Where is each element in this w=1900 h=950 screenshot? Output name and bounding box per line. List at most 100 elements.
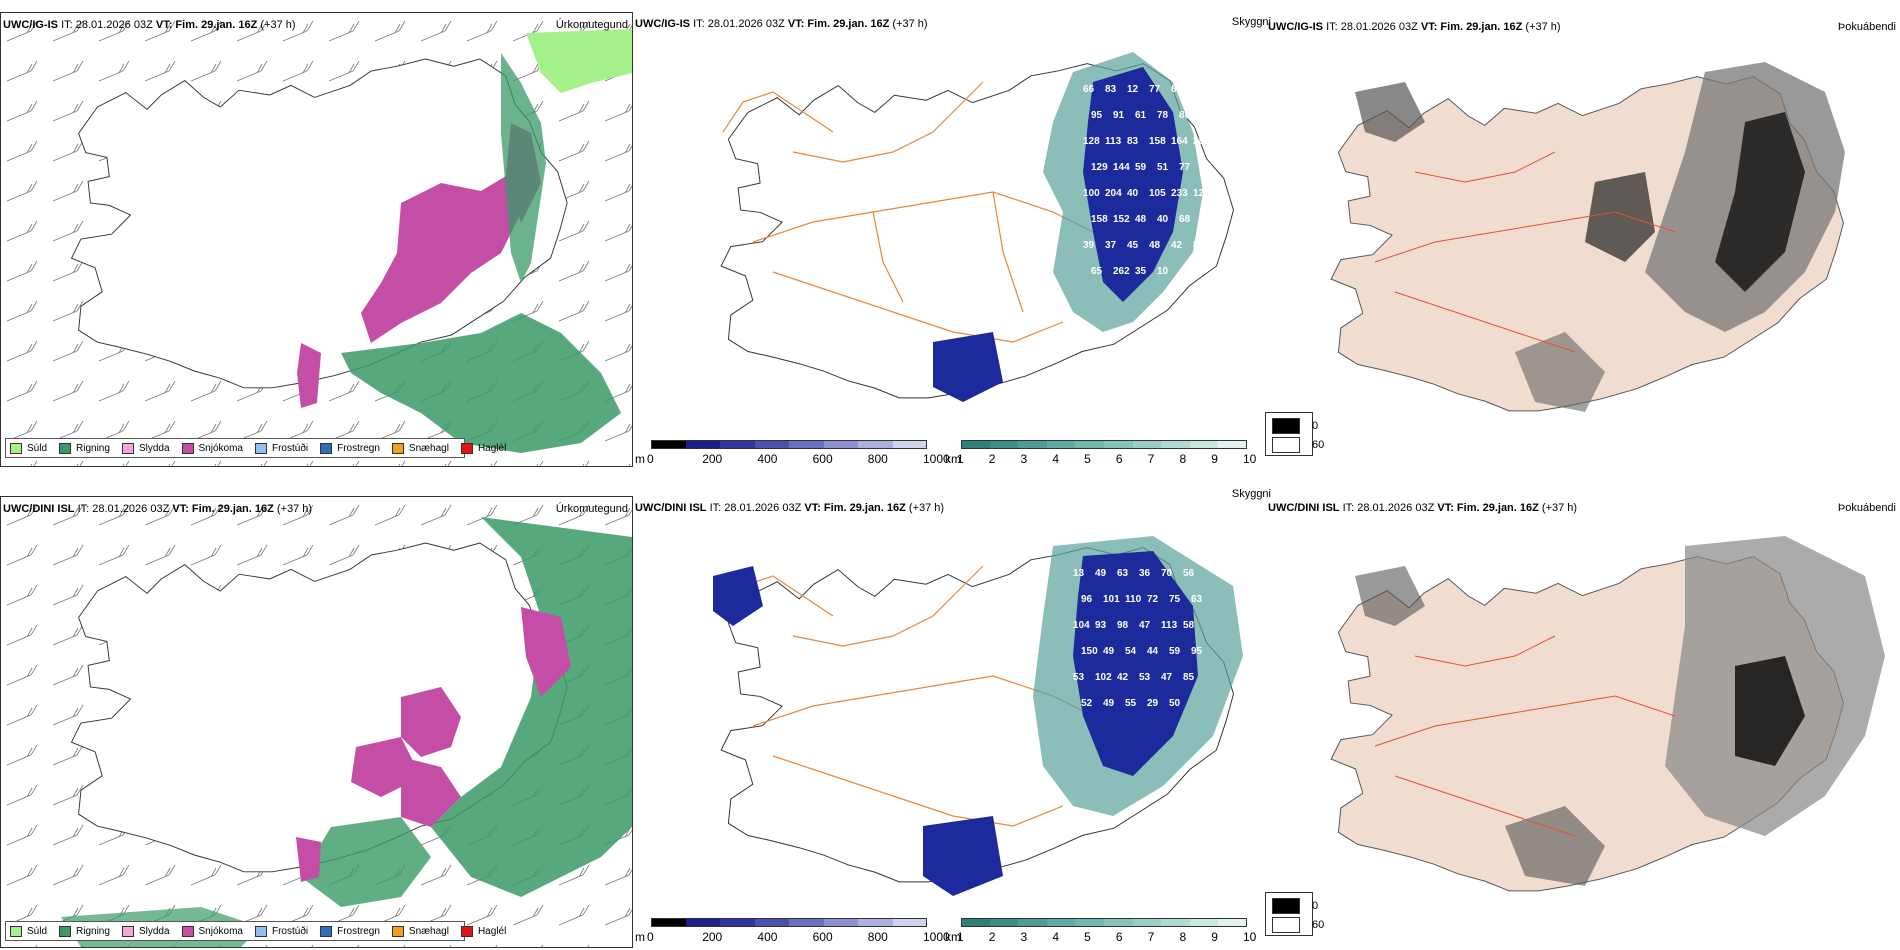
valid-time: Fim. 29.jan. 16Z (807, 18, 890, 30)
visibility-panel: 66 83 12 77 66 76 95 91 61 78 88 94 128 113 83 158 164 28… (633, 12, 1273, 467)
snow-depth-label: 102 (1095, 672, 1112, 683)
snow-depth-label: 152 (1113, 214, 1130, 225)
snow-depth-label: 72 (1147, 594, 1159, 605)
legend-item-rigning: Rigning (59, 442, 110, 454)
init-time: IT: 28.01.2026 03Z (77, 503, 170, 515)
visibility-title: Skyggni (1231, 488, 1271, 500)
cloud-title: Þokuábendi (1837, 21, 1896, 33)
colorbar-unit: km (945, 452, 961, 466)
legend-item-snaehagl: Snæhagl (391, 925, 449, 937)
cloud-panel: UWC/IG-IS IT: 28.01.2026 03Z VT: Fim. 29… (1265, 12, 1900, 467)
colorbar-segment (1018, 440, 1047, 449)
snow-depth-label: 93 (1095, 620, 1107, 631)
legend-item-rigning: Rigning (59, 925, 110, 937)
snow-depth-area (713, 566, 763, 626)
snow-depth-label: 83 (1127, 136, 1139, 147)
snow-depth-label: 50 (1169, 698, 1181, 709)
valid-label: VT: (804, 502, 821, 514)
precip-map (1, 13, 632, 466)
snowfall-area (297, 343, 321, 408)
row-2: UWC/DINI ISL IT: 28.01.2026 03Z VT: Fim.… (0, 478, 1900, 950)
snow-depth-label: 88 (1179, 110, 1191, 121)
swatch (254, 442, 267, 454)
snow-depth-label: 47 (1201, 214, 1213, 225)
colorbar-segment (754, 440, 789, 449)
legend-item-frostudi: Frostúði (254, 442, 308, 454)
snow-depth-label: 262 (1113, 266, 1130, 277)
precip-map (1, 497, 632, 947)
snow-depth-label: 52 (1081, 698, 1093, 709)
snow-depth-label: 158 (1091, 214, 1108, 225)
snow-depth-label: 75 (1169, 594, 1181, 605)
cloud-panel: UWC/DINI ISL IT: 28.01.2026 03Z VT: Fim.… (1265, 496, 1900, 948)
lead-time: (+37 h) (1525, 21, 1561, 33)
snow-depth-label: 36 (1139, 568, 1151, 579)
road-network (1374, 151, 1676, 353)
cloud-map (1330, 62, 1845, 412)
visibility-header: UWC/DINI ISL IT: 28.01.2026 03Z VT: Fim.… (635, 502, 944, 514)
colorbar-tick-label: 9 (1211, 930, 1218, 944)
colorbar-tick-label: 800 (867, 930, 888, 944)
valid-label: VT: (155, 19, 173, 31)
snowfall-area (351, 737, 421, 797)
colorbar-tick-label: 1 (957, 930, 964, 944)
colorbar-segment (1075, 918, 1104, 927)
snow-areas (296, 607, 571, 882)
legend-item-snjokoma: Snjókoma (181, 925, 243, 937)
swatch (254, 925, 267, 937)
rain-area (501, 53, 546, 283)
snow-depth-label: 45 (1127, 240, 1139, 251)
snow-depth-area (1073, 551, 1198, 776)
snowfall-area (521, 607, 571, 697)
swatch (1272, 917, 1300, 933)
swatch (1272, 418, 1300, 434)
snow-depth-label: 94 (1201, 110, 1213, 121)
model-name: UWC/DINI ISL (3, 503, 75, 515)
snow-depth-label: 39 (1083, 240, 1095, 251)
snow-depth-area (933, 332, 1003, 402)
snow-depth-label: 100 (1083, 188, 1100, 199)
lead-time: (+37 h) (276, 503, 313, 515)
snow-depth-label: 44 (1147, 646, 1159, 657)
snow-depth-label: 233 (1171, 188, 1188, 199)
colorbar-segment (961, 918, 990, 927)
colorbar-segment (823, 918, 858, 927)
visibility-title: Skyggni (1231, 16, 1271, 28)
colorbar-tick-label: 0 (647, 452, 654, 466)
fog-indicator-area (1505, 806, 1605, 886)
snow-depth-label: 128 (1083, 136, 1100, 147)
snow-depth-label: 85 (1183, 672, 1195, 683)
colorbar-tick-label: 8 (1179, 930, 1187, 944)
colorbar-segment (1018, 918, 1047, 927)
rain-area (301, 817, 431, 907)
legend-item-slydda: Slydda (121, 442, 170, 454)
legend-item-snjokoma: Snjókoma (181, 442, 243, 454)
precip-title: Úrkomutegund (555, 503, 628, 515)
init-time: IT: 28.01.2026 03Z (1326, 21, 1418, 33)
snow-depth-label: 42 (1117, 672, 1129, 683)
valid-time: Fim. 29.jan. 16Z (823, 502, 906, 514)
snow-depth-label: 91 (1113, 110, 1125, 121)
snow-depth-label: 59 (1135, 162, 1147, 173)
snow-depth-label: 47 (1161, 672, 1173, 683)
snow-depth-label: 42 (1171, 240, 1183, 251)
precip-panel: UWC/IG-IS IT: 28.01.2026 03Z VT: Fim. 29… (0, 12, 633, 467)
legend-item-snaehagl: Snæhagl (391, 442, 449, 454)
fog-indicator-core (1735, 656, 1805, 766)
colorbar-unit: m (635, 930, 645, 944)
snow-depth-label: 286 (1193, 136, 1210, 147)
snow-depth-label: 56 (1183, 568, 1195, 579)
lead-time: (+37 h) (1541, 502, 1578, 514)
init-time: IT: 28.01.2026 03Z (709, 502, 802, 514)
snowfall-area (361, 173, 521, 343)
colorbar-segment (858, 918, 893, 927)
legend-item-haglel: Haglél (460, 925, 506, 937)
colorbar-tick-label: 800 (867, 452, 888, 466)
colorbar-segment (1161, 918, 1190, 927)
valid-time: Fim. 29.jan. 16Z (1440, 21, 1523, 33)
snow-depth-label: 98 (1117, 620, 1129, 631)
colorbar-tick-label: 600 (812, 930, 833, 944)
snow-depth-labels: 66 83 12 77 66 76 95 91 61 78 88 94 128 113 83 158 164 28… (1083, 84, 1213, 277)
valid-label: VT: (1420, 21, 1438, 33)
rain-area (431, 517, 632, 897)
